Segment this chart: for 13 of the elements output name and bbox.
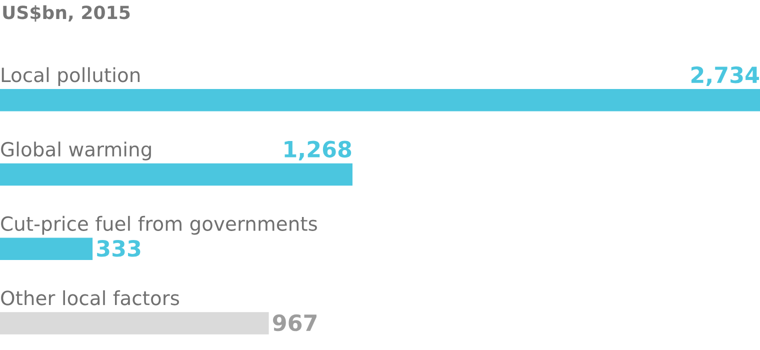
data-label: 1,268 [284, 140, 352, 160]
y-tick-label: Local pollution [2, 67, 140, 86]
y-tick-label: Global warming [1, 142, 151, 160]
chart-title: US$bn, 2015 [3, 5, 130, 22]
bar [0, 89, 760, 112]
data-label: 2,734 [691, 66, 759, 86]
data-label: 967 [272, 314, 316, 332]
y-tick-label: Other local factors [1, 290, 180, 306]
bar [0, 238, 93, 260]
data-label: 333 [97, 240, 140, 257]
y-tick-label: Cut-price fuel from governments [1, 216, 317, 235]
bar [0, 163, 352, 186]
bar [0, 312, 269, 334]
